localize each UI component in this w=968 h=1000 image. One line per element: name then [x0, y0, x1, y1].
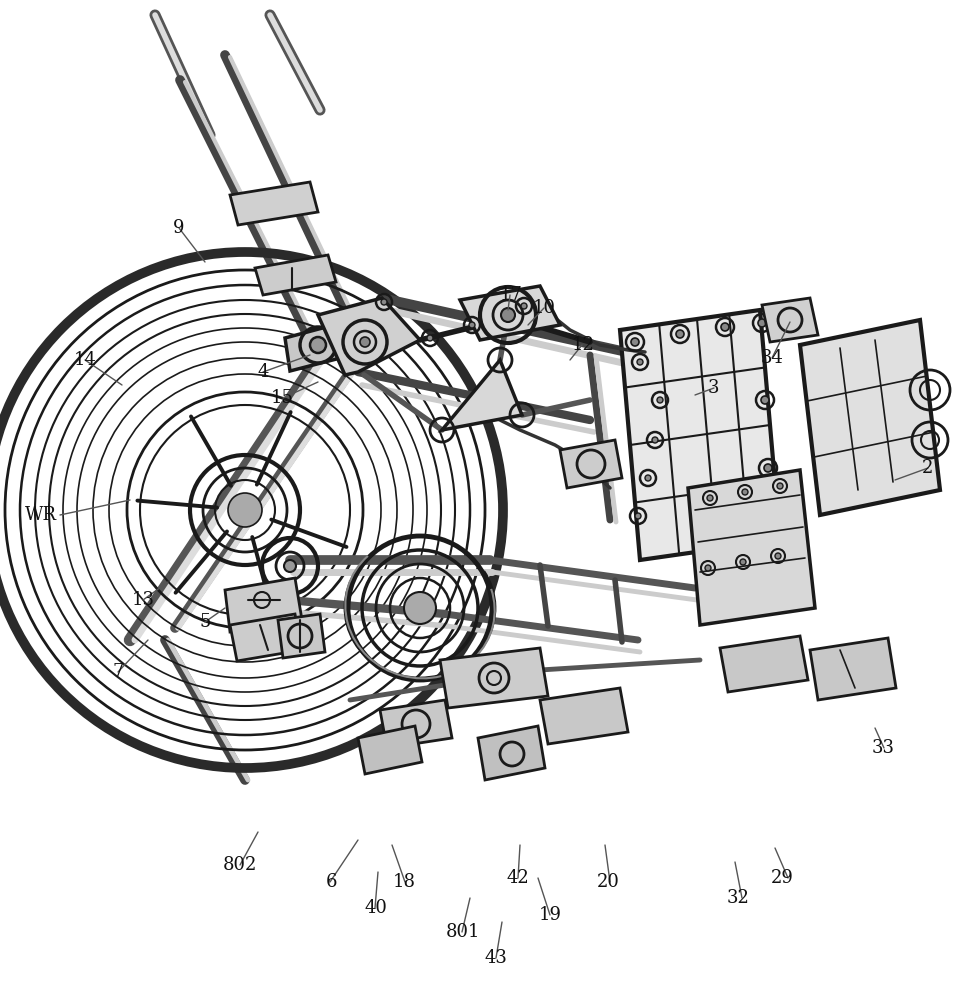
Polygon shape — [720, 636, 808, 692]
Text: 32: 32 — [726, 889, 749, 907]
Circle shape — [360, 337, 370, 347]
Circle shape — [764, 464, 772, 472]
Circle shape — [705, 565, 711, 571]
Polygon shape — [478, 726, 545, 780]
Circle shape — [740, 559, 746, 565]
Text: 10: 10 — [532, 299, 556, 317]
Polygon shape — [318, 298, 420, 375]
Circle shape — [758, 526, 766, 534]
Circle shape — [381, 299, 387, 305]
Polygon shape — [560, 440, 622, 488]
Polygon shape — [358, 726, 422, 774]
Text: 7: 7 — [112, 663, 124, 681]
Circle shape — [645, 475, 651, 481]
Text: 18: 18 — [393, 873, 416, 891]
Text: 42: 42 — [506, 869, 529, 887]
Circle shape — [676, 330, 684, 338]
Text: 5: 5 — [199, 613, 211, 631]
Circle shape — [284, 560, 296, 572]
Polygon shape — [255, 255, 336, 295]
Circle shape — [404, 592, 436, 624]
Circle shape — [758, 319, 766, 327]
Text: 9: 9 — [173, 219, 185, 237]
Polygon shape — [230, 182, 318, 225]
Circle shape — [721, 323, 729, 331]
Circle shape — [501, 308, 515, 322]
Polygon shape — [285, 322, 352, 371]
Text: 14: 14 — [74, 351, 97, 369]
Text: 17: 17 — [499, 286, 523, 304]
Circle shape — [707, 495, 713, 501]
Text: 12: 12 — [571, 336, 594, 354]
Text: 20: 20 — [596, 873, 620, 891]
Text: 33: 33 — [871, 739, 894, 757]
Polygon shape — [225, 578, 302, 632]
Circle shape — [635, 513, 641, 519]
Polygon shape — [810, 638, 896, 700]
Text: WR: WR — [24, 506, 57, 524]
Text: 40: 40 — [364, 899, 387, 917]
Polygon shape — [540, 688, 628, 744]
Polygon shape — [460, 286, 560, 340]
Polygon shape — [800, 320, 940, 515]
Circle shape — [777, 483, 783, 489]
Polygon shape — [278, 614, 325, 658]
Circle shape — [775, 553, 781, 559]
Circle shape — [631, 338, 639, 346]
Circle shape — [652, 437, 658, 443]
Text: 43: 43 — [484, 949, 507, 967]
Text: 6: 6 — [325, 873, 337, 891]
Polygon shape — [230, 614, 302, 661]
Circle shape — [228, 493, 262, 527]
Polygon shape — [620, 310, 780, 560]
Circle shape — [521, 303, 527, 309]
Text: 2: 2 — [922, 459, 933, 477]
Circle shape — [427, 335, 433, 341]
Text: 19: 19 — [538, 906, 561, 924]
Circle shape — [637, 359, 643, 365]
Polygon shape — [440, 648, 548, 708]
Circle shape — [310, 337, 326, 353]
Text: 29: 29 — [771, 869, 794, 887]
Text: 802: 802 — [223, 856, 257, 874]
Polygon shape — [442, 360, 522, 430]
Text: 3: 3 — [708, 379, 719, 397]
Polygon shape — [688, 470, 815, 625]
Text: 34: 34 — [761, 349, 784, 367]
Circle shape — [469, 322, 475, 328]
Circle shape — [657, 397, 663, 403]
Circle shape — [742, 489, 748, 495]
Text: 13: 13 — [132, 591, 155, 609]
Polygon shape — [380, 700, 452, 748]
Circle shape — [761, 396, 769, 404]
Text: 801: 801 — [445, 923, 480, 941]
Text: 4: 4 — [257, 363, 269, 381]
Text: 15: 15 — [271, 389, 294, 407]
Polygon shape — [762, 298, 818, 342]
